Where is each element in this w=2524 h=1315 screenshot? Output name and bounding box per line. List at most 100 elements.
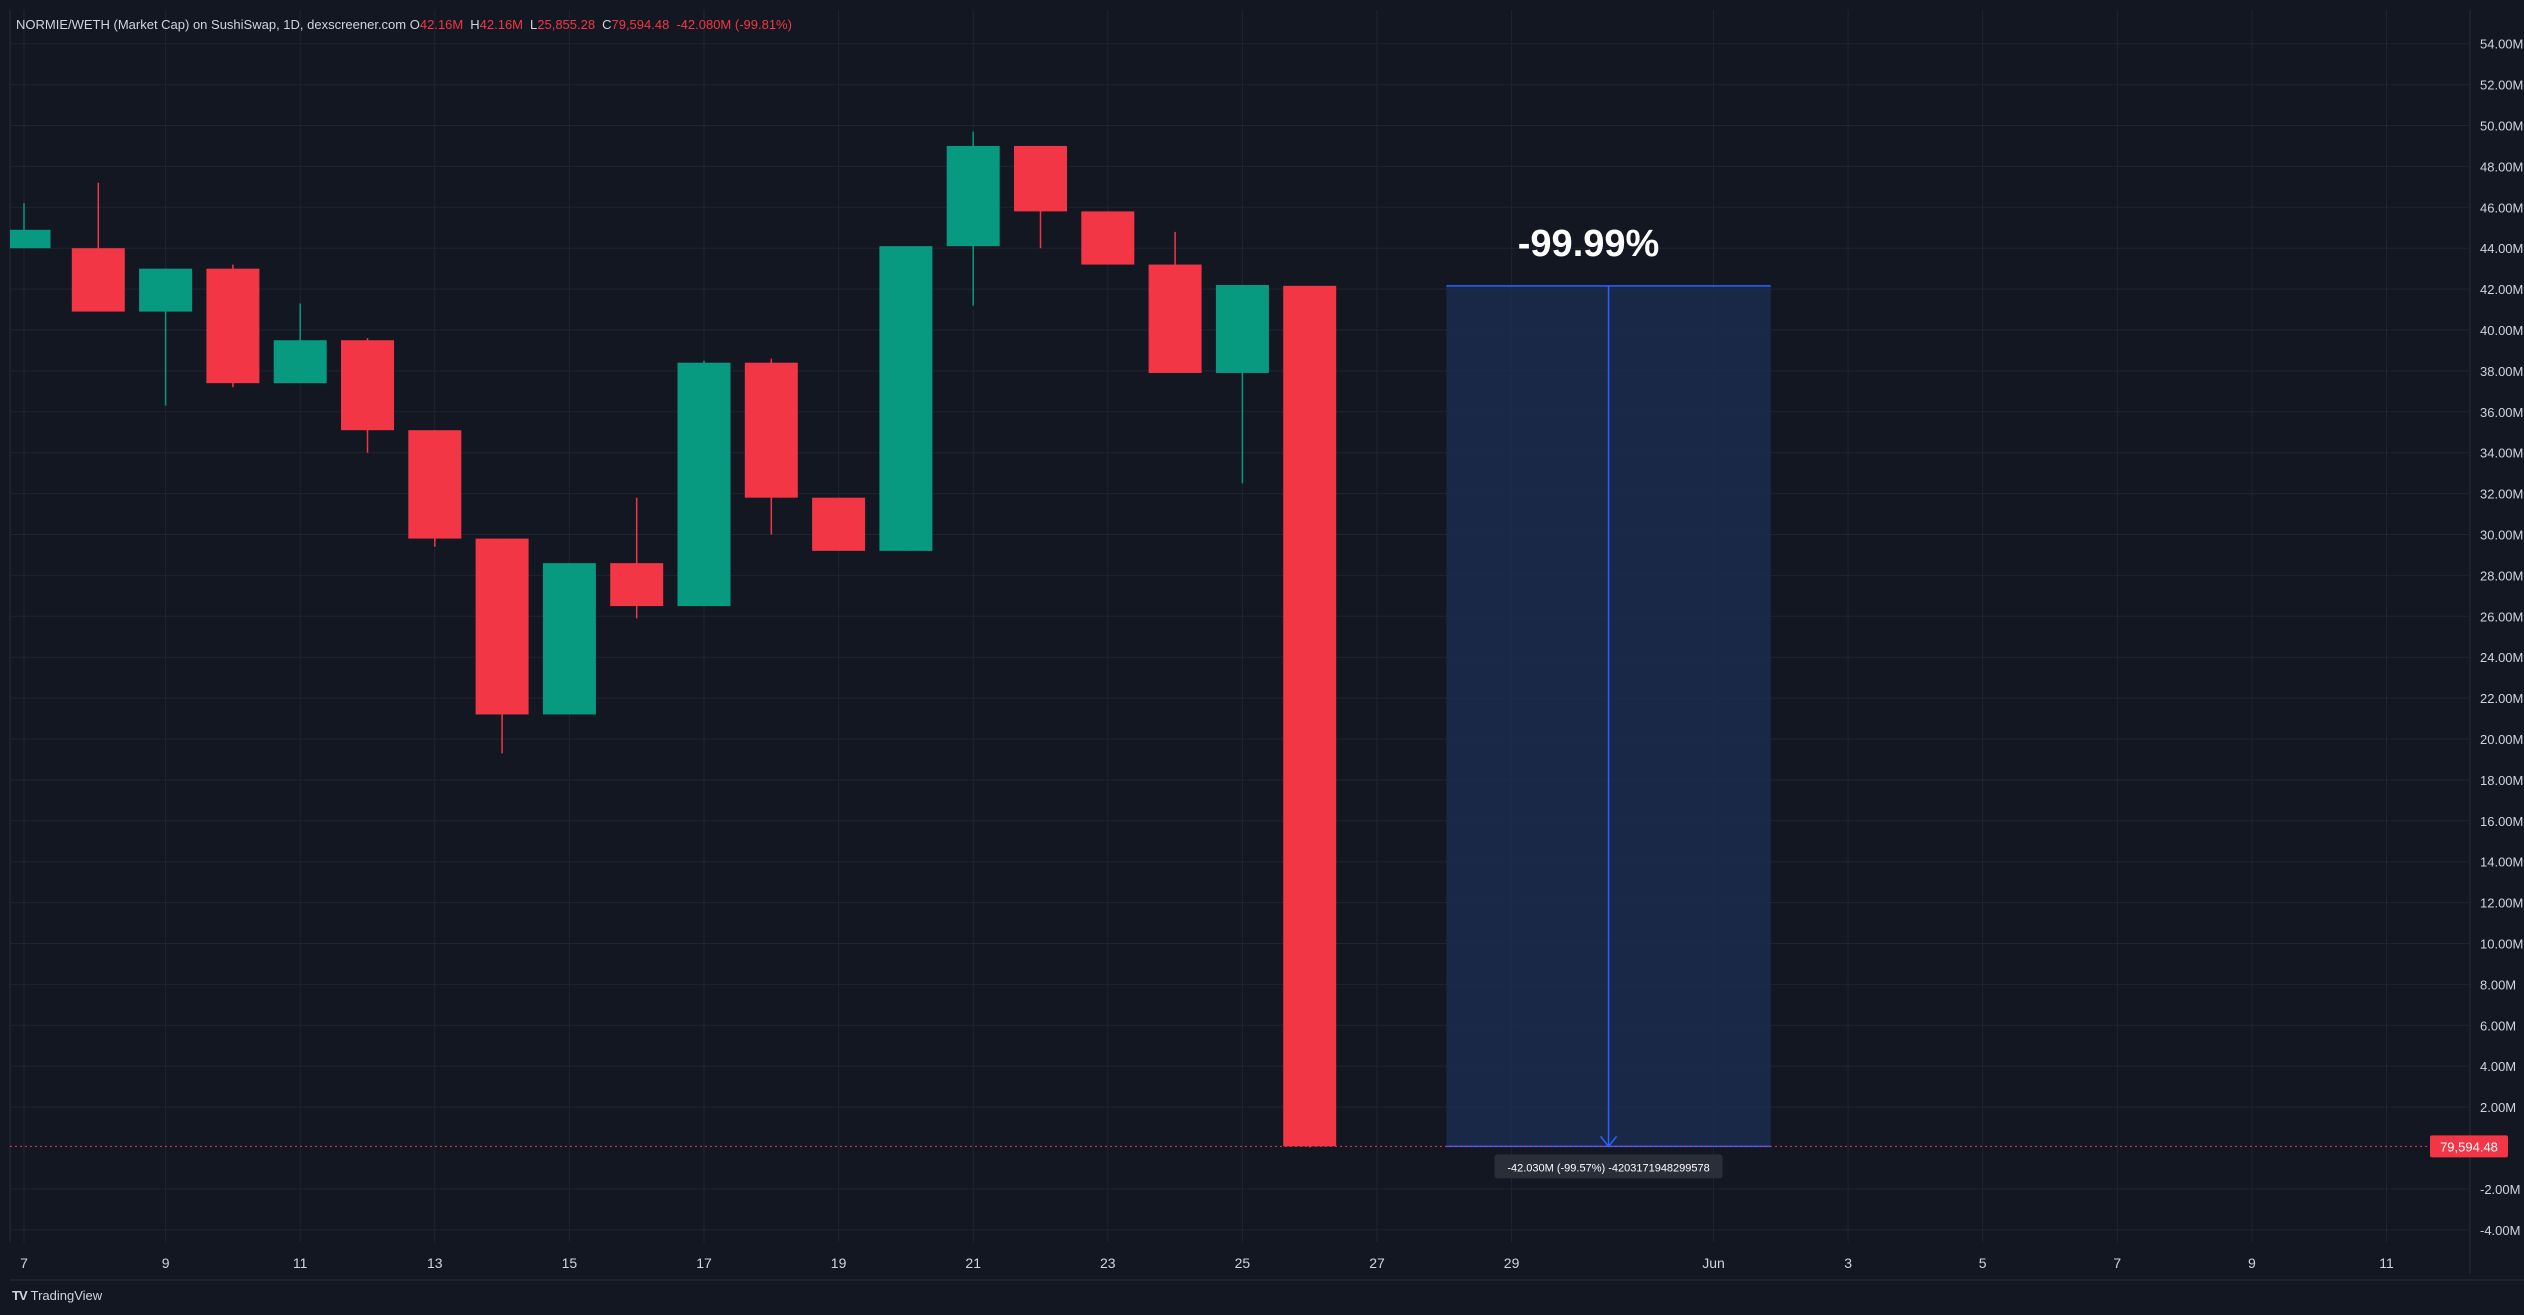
y-tick-label: 34.00M (2480, 446, 2523, 461)
price-axis[interactable]: 54.00M 52.00M 50.00M 48.00M 46.00M 44.00M 42.0… (2430, 37, 2523, 1238)
candle (677, 360, 731, 607)
candle-body (273, 340, 327, 384)
candle (1148, 231, 1202, 373)
candle (542, 563, 596, 715)
measure-tool[interactable]: -99.99% -42.030M (-99.57%) -4203171948299… (1446, 223, 1771, 1179)
y-tick-label: 22.00M (2480, 691, 2523, 706)
y-tick-label: 44.00M (2480, 241, 2523, 256)
candle (341, 338, 394, 453)
candle-body (744, 362, 798, 498)
candle (1081, 211, 1135, 265)
candle (408, 430, 462, 547)
measure-detail-label: -42.030M (-99.57%) -4203171948299578 (1507, 1162, 1709, 1174)
candle-body (408, 430, 462, 539)
candle-body (946, 145, 1000, 247)
y-tick-label: 28.00M (2480, 568, 2523, 583)
x-tick-label: 3 (1844, 1255, 1852, 1271)
candle-series (10, 131, 2470, 1148)
candle-body (1014, 145, 1067, 212)
tradingview-logo-text: TradingView (30, 1288, 103, 1303)
low-value: 25,855.28 (537, 17, 596, 32)
y-tick-label: 54.00M (2480, 37, 2523, 52)
candle-body (341, 340, 394, 431)
candle-body (1283, 285, 1337, 1147)
open-value: 42.16M (419, 17, 464, 32)
candle-body (610, 563, 664, 607)
close-value: 79,594.48 (611, 17, 670, 32)
tradingview-logo-icon: TV (12, 1288, 28, 1303)
candle (206, 264, 260, 388)
y-tick-label: 6.00M (2480, 1018, 2516, 1033)
x-tick-label: 11 (293, 1255, 308, 1271)
candle-body (879, 246, 933, 551)
candle-body (206, 268, 260, 384)
candle-body (10, 229, 51, 249)
candle (1283, 285, 1337, 1148)
candle (1014, 145, 1067, 249)
y-tick-label: 38.00M (2480, 364, 2523, 379)
candle (744, 358, 798, 535)
y-tick-label: 36.00M (2480, 405, 2523, 420)
candle-body (139, 268, 193, 312)
y-tick-label: 42.00M (2480, 282, 2523, 297)
y-tick-label: 32.00M (2480, 487, 2523, 502)
candle (610, 497, 664, 619)
y-tick-label: -4.00M (2480, 1223, 2520, 1238)
x-tick-label: 25 (1235, 1255, 1251, 1271)
y-tick-label: 48.00M (2480, 159, 2523, 174)
x-tick-label: 15 (562, 1255, 578, 1271)
measure-detail-badge (1494, 1154, 1723, 1179)
close-key: C (602, 17, 612, 32)
y-tick-label: 12.00M (2480, 896, 2523, 911)
x-tick-label: 21 (965, 1255, 981, 1271)
last-price-label: 79,594.48 (2440, 1139, 2498, 1154)
x-tick-label: 11 (2379, 1255, 2394, 1271)
x-tick-label: 19 (831, 1255, 847, 1271)
candle (273, 303, 327, 384)
high-value: 42.16M (479, 17, 524, 32)
candle-body (812, 497, 866, 551)
candle (475, 538, 529, 754)
x-tick-label: Jun (1702, 1255, 1725, 1271)
tradingview-logo[interactable]: TV TradingView (12, 1288, 102, 1303)
y-tick-label: 8.00M (2480, 977, 2516, 992)
candle-body (1081, 211, 1135, 265)
y-tick-label: 16.00M (2480, 814, 2523, 829)
change-value: -42.080M (-99.81%) (676, 17, 792, 32)
candle (879, 246, 933, 551)
x-tick-label: 23 (1100, 1255, 1116, 1271)
x-tick-label: 27 (1369, 1255, 1385, 1271)
x-tick-label: 5 (1979, 1255, 1987, 1271)
candle (139, 268, 193, 406)
x-tick-label: 17 (696, 1255, 712, 1271)
y-tick-label: 52.00M (2480, 78, 2523, 93)
candle (1215, 285, 1269, 484)
chart-legend: NORMIE/WETH (Market Cap) on SushiSwap, 1… (16, 17, 799, 32)
measure-arrowhead-icon (1599, 1135, 1618, 1148)
candle-body (71, 248, 125, 312)
y-tick-label: 46.00M (2480, 200, 2523, 215)
high-key: H (470, 17, 480, 32)
candle (946, 131, 1000, 306)
symbol-title: NORMIE/WETH (Market Cap) on SushiSwap, 1… (16, 17, 407, 32)
y-tick-label: 20.00M (2480, 732, 2523, 747)
candle-body (542, 563, 596, 715)
y-tick-label: 14.00M (2480, 855, 2523, 870)
candle-body (677, 362, 731, 607)
time-axis[interactable]: 7 9 11 13 15 17 19 21 23 25 27 29 Jun 3 5 7 9 11 (20, 1255, 2394, 1271)
candle-body (1215, 285, 1269, 373)
x-tick-label: 29 (1504, 1255, 1520, 1271)
candle (71, 182, 125, 312)
y-tick-label: 26.00M (2480, 609, 2523, 624)
x-tick-label: 7 (2113, 1255, 2121, 1271)
last-price-badge (2430, 1135, 2508, 1158)
x-tick-label: 9 (162, 1255, 170, 1271)
candle (10, 203, 51, 249)
candle-body (475, 538, 529, 715)
y-tick-label: 18.00M (2480, 773, 2523, 788)
candle-body (1148, 264, 1202, 373)
y-tick-label: 10.00M (2480, 937, 2523, 952)
y-tick-label: -2.00M (2480, 1182, 2520, 1197)
